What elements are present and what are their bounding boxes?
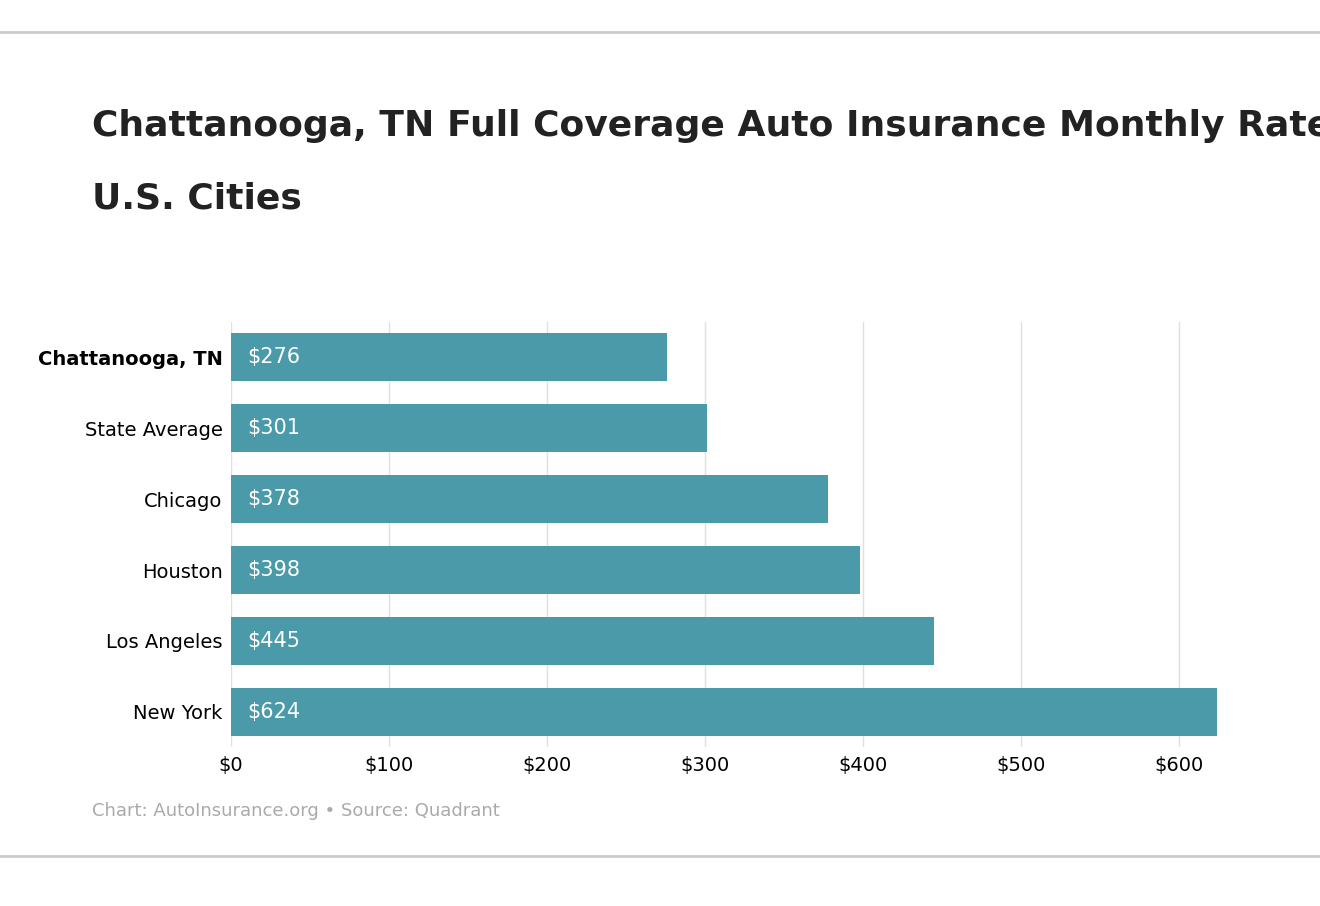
Bar: [231, 617, 935, 665]
Bar: [231, 475, 828, 523]
Text: $445: $445: [247, 631, 300, 651]
Text: Chart: AutoInsurance.org • Source: Quadrant: Chart: AutoInsurance.org • Source: Quadr…: [92, 802, 500, 820]
Bar: [231, 546, 859, 594]
Text: $378: $378: [247, 489, 300, 509]
Text: $276: $276: [247, 347, 300, 367]
Text: $624: $624: [247, 702, 300, 722]
Text: $398: $398: [247, 560, 300, 580]
Bar: [231, 333, 667, 381]
Text: $301: $301: [247, 418, 300, 439]
Bar: [231, 688, 1217, 736]
Text: Chattanooga, TN Full Coverage Auto Insurance Monthly Rates vs. Other: Chattanooga, TN Full Coverage Auto Insur…: [92, 109, 1320, 143]
Text: U.S. Cities: U.S. Cities: [92, 181, 302, 216]
Bar: [231, 404, 706, 452]
